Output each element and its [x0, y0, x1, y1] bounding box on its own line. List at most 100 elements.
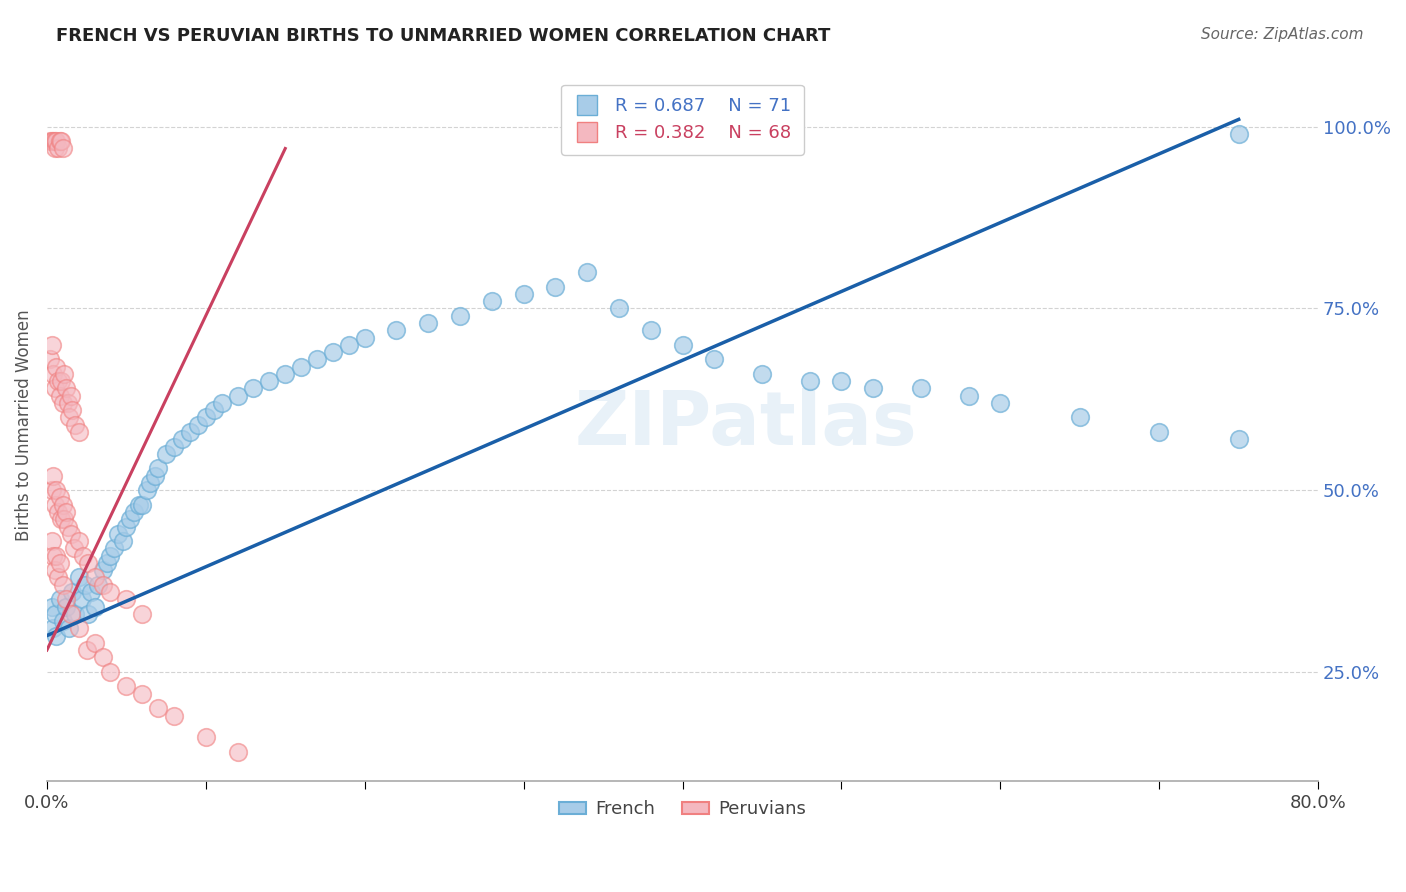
Point	[52, 614, 75, 628]
Point	[385, 323, 408, 337]
Point	[179, 425, 201, 439]
Text: ZIPatlas: ZIPatlas	[575, 388, 917, 461]
Point	[44, 381, 66, 395]
Point	[51, 134, 73, 148]
Point	[96, 556, 118, 570]
Point	[41, 134, 63, 148]
Point	[48, 592, 70, 607]
Point	[353, 330, 375, 344]
Point	[170, 432, 193, 446]
Point	[322, 345, 344, 359]
Point	[41, 534, 63, 549]
Point	[52, 577, 75, 591]
Point	[44, 607, 66, 621]
Point	[124, 505, 146, 519]
Point	[115, 680, 138, 694]
Point	[42, 549, 65, 563]
Point	[45, 359, 67, 374]
Point	[136, 483, 159, 498]
Point	[42, 134, 65, 148]
Point	[63, 541, 86, 556]
Point	[48, 389, 70, 403]
Point	[143, 468, 166, 483]
Point	[46, 505, 69, 519]
Point	[39, 352, 62, 367]
Point	[107, 526, 129, 541]
Y-axis label: Births to Unmarried Women: Births to Unmarried Women	[15, 309, 32, 541]
Point	[46, 374, 69, 388]
Point	[131, 687, 153, 701]
Point	[103, 541, 125, 556]
Point	[46, 141, 69, 155]
Point	[640, 323, 662, 337]
Point	[100, 585, 122, 599]
Point	[544, 279, 567, 293]
Point	[55, 505, 77, 519]
Point	[576, 265, 599, 279]
Point	[115, 519, 138, 533]
Point	[60, 585, 83, 599]
Point	[910, 381, 932, 395]
Point	[1147, 425, 1170, 439]
Point	[48, 134, 70, 148]
Point	[42, 621, 65, 635]
Point	[67, 534, 90, 549]
Point	[56, 519, 79, 533]
Point	[146, 701, 169, 715]
Point	[42, 468, 65, 483]
Point	[76, 643, 98, 657]
Point	[51, 374, 73, 388]
Point	[45, 629, 67, 643]
Point	[100, 549, 122, 563]
Point	[44, 563, 66, 577]
Point	[202, 403, 225, 417]
Point	[83, 636, 105, 650]
Point	[87, 577, 110, 591]
Point	[67, 425, 90, 439]
Point	[45, 134, 67, 148]
Point	[259, 374, 281, 388]
Point	[60, 403, 83, 417]
Point	[799, 374, 821, 388]
Point	[65, 607, 87, 621]
Point	[337, 338, 360, 352]
Point	[65, 417, 87, 432]
Point	[671, 338, 693, 352]
Point	[48, 556, 70, 570]
Point	[290, 359, 312, 374]
Legend: French, Peruvians: French, Peruvians	[551, 793, 813, 825]
Text: FRENCH VS PERUVIAN BIRTHS TO UNMARRIED WOMEN CORRELATION CHART: FRENCH VS PERUVIAN BIRTHS TO UNMARRIED W…	[56, 27, 831, 45]
Point	[862, 381, 884, 395]
Point	[80, 585, 103, 599]
Point	[58, 621, 80, 635]
Point	[59, 389, 82, 403]
Point	[42, 367, 65, 381]
Point	[481, 294, 503, 309]
Point	[128, 498, 150, 512]
Point	[45, 483, 67, 498]
Point	[44, 498, 66, 512]
Point	[67, 570, 90, 584]
Point	[83, 599, 105, 614]
Point	[48, 491, 70, 505]
Point	[41, 599, 63, 614]
Point	[73, 577, 96, 591]
Point	[91, 650, 114, 665]
Point	[56, 396, 79, 410]
Point	[1227, 127, 1250, 141]
Point	[77, 556, 100, 570]
Point	[226, 745, 249, 759]
Point	[988, 396, 1011, 410]
Point	[46, 570, 69, 584]
Point	[53, 512, 76, 526]
Point	[957, 389, 980, 403]
Point	[51, 512, 73, 526]
Point	[607, 301, 630, 316]
Point	[67, 621, 90, 635]
Point	[91, 577, 114, 591]
Point	[703, 352, 725, 367]
Point	[512, 286, 534, 301]
Point	[115, 592, 138, 607]
Point	[194, 731, 217, 745]
Point	[1227, 432, 1250, 446]
